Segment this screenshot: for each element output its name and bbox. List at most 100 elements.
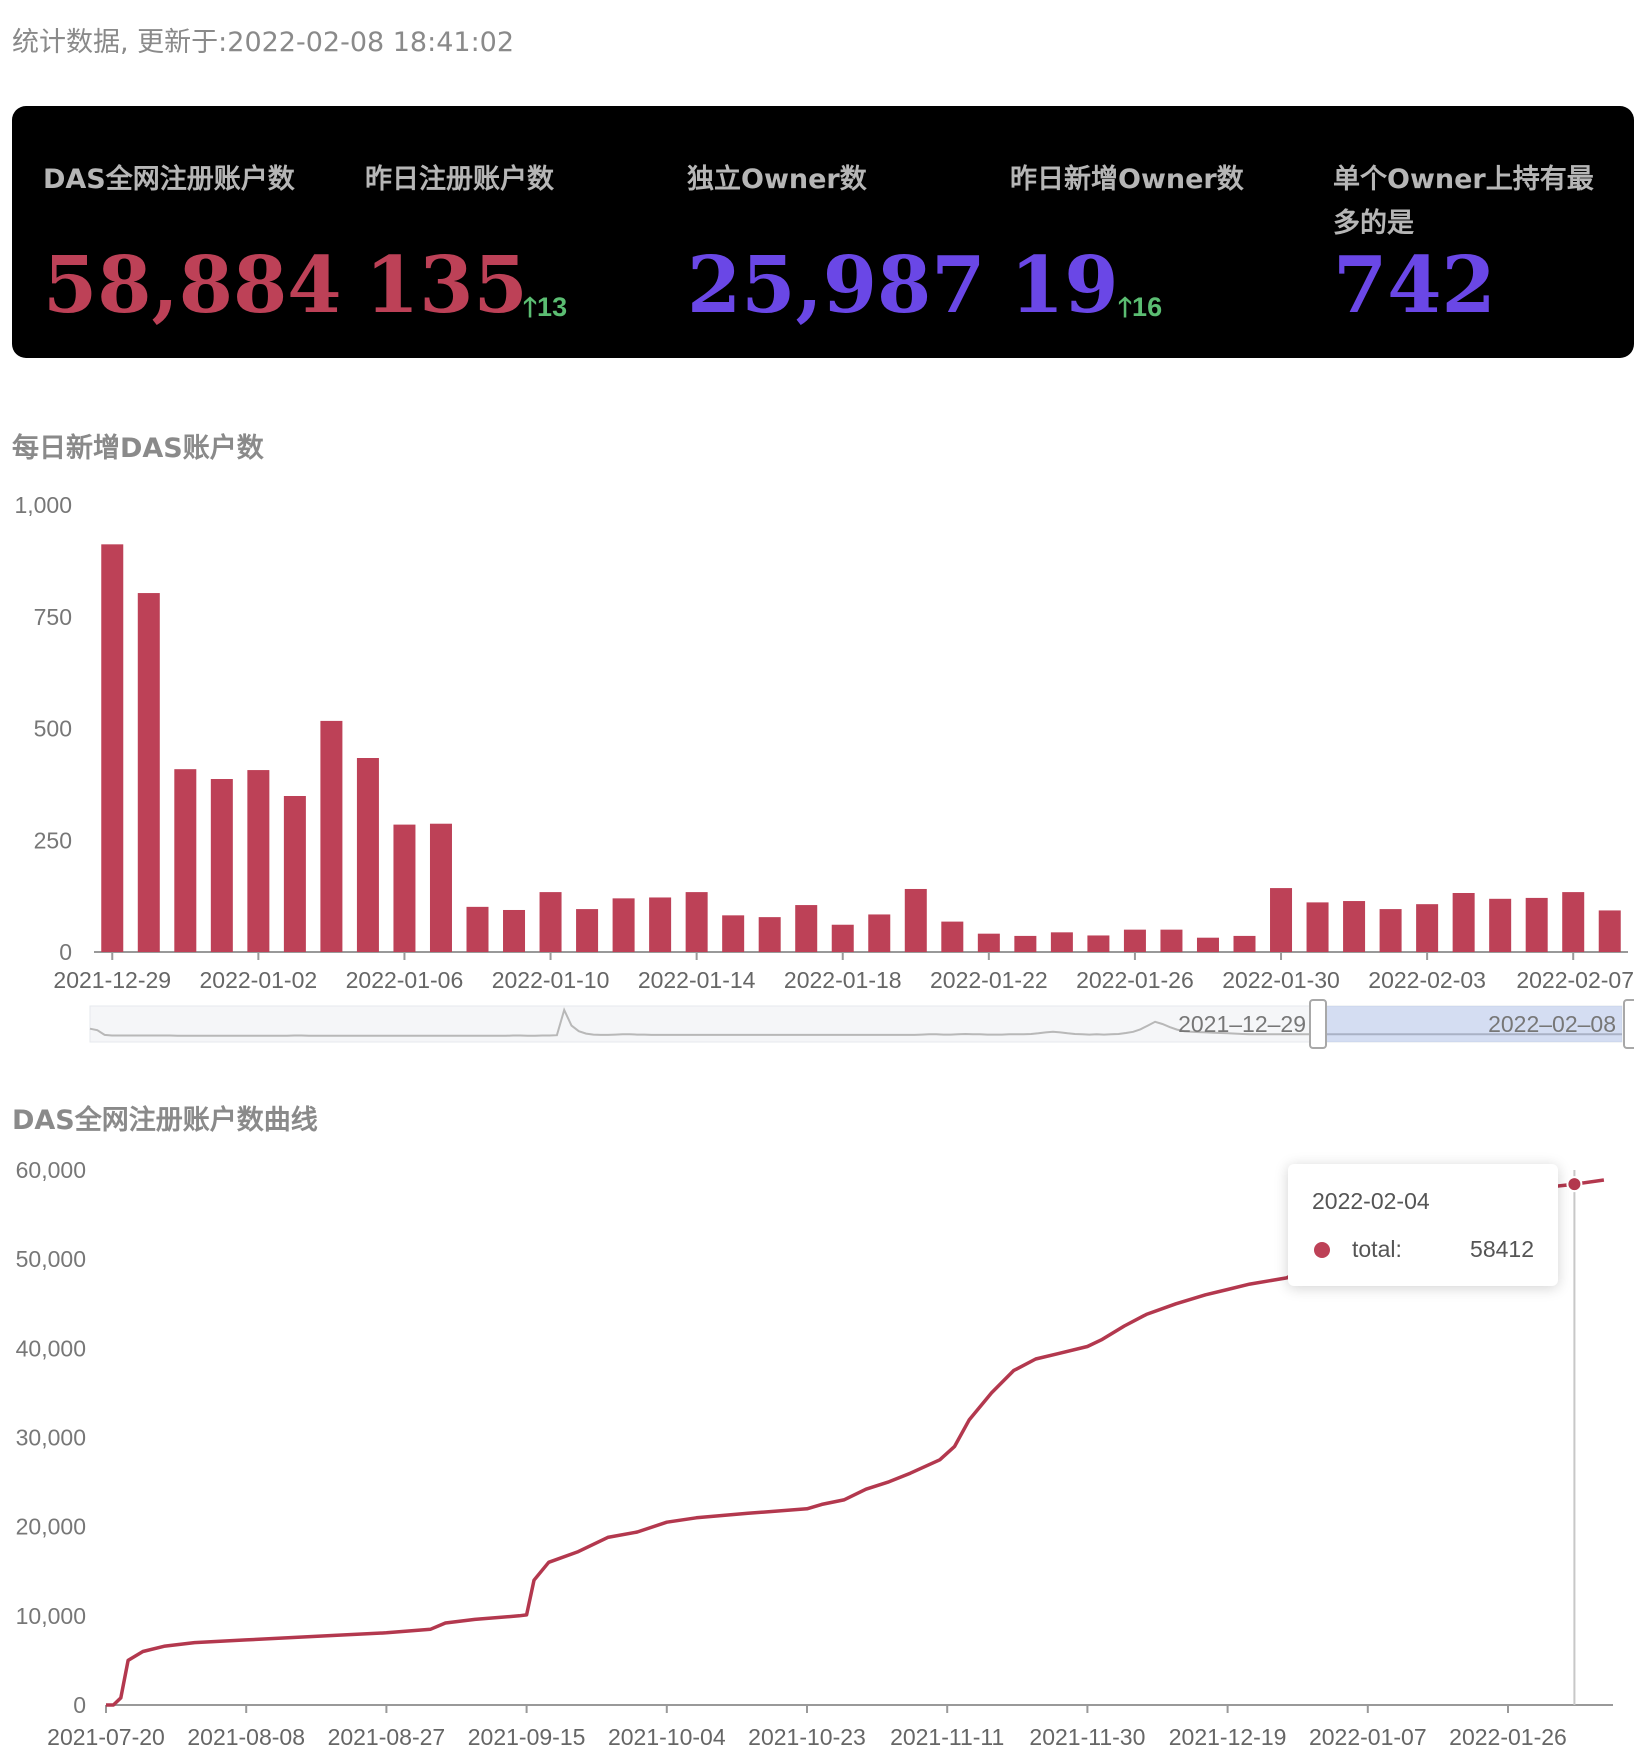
y-tick-label: 10,000 (16, 1603, 86, 1629)
stats-panel: DAS全网注册账户数 58,884 昨日注册账户数 135 🡑13 独立Owne… (12, 106, 1634, 358)
bar (247, 770, 270, 952)
y-tick-label: 60,000 (16, 1157, 86, 1183)
delta-value: 16 (1132, 292, 1163, 322)
bar (685, 892, 708, 952)
x-tick-label: 2021-08-27 (328, 1724, 446, 1750)
delta-value: 13 (537, 292, 568, 322)
bar (356, 758, 379, 952)
y-tick-label: 30,000 (16, 1425, 86, 1451)
arrow-up-icon: 🡑 (1118, 292, 1133, 322)
x-tick-label: 2021-12-19 (1169, 1724, 1287, 1750)
bar (503, 909, 526, 952)
stat-label: 昨日新增Owner数 (1010, 164, 1244, 195)
bar (941, 921, 964, 952)
stat-value: 58,884 (43, 240, 342, 331)
stat-value: 135 (365, 240, 528, 331)
x-tick-label: 2022-01-26 (1076, 967, 1194, 993)
bar (722, 915, 745, 952)
bar (1233, 935, 1256, 952)
bar (977, 933, 1000, 952)
x-tick-label: 2021-10-23 (748, 1724, 866, 1750)
bar (831, 924, 854, 952)
stat-label: DAS全网注册账户数 (43, 164, 295, 195)
stat-delta: 🡑13 (523, 288, 567, 334)
x-tick-label: 2021-11-30 (1029, 1724, 1145, 1750)
arrow-up-icon: 🡑 (523, 292, 538, 322)
x-tick-label: 2021-07-20 (47, 1724, 165, 1750)
y-tick-label: 1,000 (14, 492, 72, 518)
bar (1014, 935, 1037, 952)
bar (137, 593, 160, 952)
bar (1416, 904, 1439, 952)
x-tick-label: 2022-01-26 (1449, 1724, 1567, 1750)
stat-label: 昨日注册账户数 (365, 164, 554, 195)
bar (576, 909, 599, 952)
bar (612, 898, 635, 952)
x-tick-label: 2021-11-11 (890, 1724, 1004, 1750)
bar (1160, 929, 1183, 952)
x-tick-label: 2022-01-10 (492, 967, 610, 993)
series-marker-icon (1314, 1242, 1330, 1258)
x-tick-label: 2022-02-03 (1368, 967, 1486, 993)
y-tick-label: 250 (34, 827, 72, 853)
bar (795, 905, 818, 952)
stat-label: 独立Owner数 (687, 164, 867, 195)
y-tick-label: 750 (34, 604, 72, 630)
bar (1270, 888, 1293, 952)
bar (758, 917, 781, 952)
bar (174, 769, 197, 952)
bar (1489, 898, 1512, 952)
y-tick-label: 500 (34, 716, 72, 742)
daily-new-accounts-chart: 0 250 500 750 1,000 2021-12-29 2022-01-02 2022-… (14, 492, 1634, 1049)
series-line-total (106, 1178, 1605, 1707)
tooltip-date: 2022-02-04 (1312, 1188, 1430, 1214)
bar (1306, 902, 1329, 952)
y-tick-label: 50,000 (16, 1246, 86, 1272)
stat-value: 25,987 (687, 240, 986, 331)
line-chart-title: DAS全网注册账户数曲线 (12, 1105, 318, 1136)
bar (1379, 909, 1402, 952)
total-accounts-line-chart: 0 10,000 20,000 30,000 40,000 50,000 60,000 202… (16, 1157, 1613, 1750)
bar (101, 544, 124, 952)
zoom-selected-range (1320, 1006, 1622, 1042)
bar (320, 720, 343, 952)
x-tick-label: 2021-12-29 (53, 967, 171, 993)
zoom-handle-end (1623, 999, 1634, 1049)
bar (1123, 929, 1146, 952)
bar (393, 824, 416, 952)
x-tick-label: 2022-01-07 (1309, 1724, 1427, 1750)
y-tick-label: 20,000 (16, 1514, 86, 1540)
x-tick-label: 2021-09-15 (468, 1724, 586, 1750)
bar (210, 779, 233, 952)
stat-label: 单个Owner上持有最多的是 (1333, 164, 1594, 239)
zoom-overview-line (89, 1007, 1622, 1037)
bar (1050, 932, 1073, 952)
bar (283, 795, 306, 952)
zoom-start-label: 2021–12–29 (1178, 1011, 1306, 1037)
x-tick-label: 2022-01-02 (200, 967, 318, 993)
bar (1087, 935, 1110, 952)
zoom-handle-start (1309, 999, 1327, 1049)
y-tick-label: 40,000 (16, 1335, 86, 1361)
bar (649, 897, 672, 952)
x-tick-label: 2022-01-30 (1222, 967, 1340, 993)
zoom-end-label: 2022–02–08 (1488, 1011, 1616, 1037)
bar (1343, 901, 1366, 952)
y-tick-label: 0 (59, 939, 72, 965)
x-tick-label: 2022-01-06 (346, 967, 464, 993)
x-tick-label: 2022-02-07 (1516, 967, 1634, 993)
x-tick-label: 2021-10-04 (608, 1724, 726, 1750)
bar (1196, 937, 1219, 952)
chart-tooltip: 2022-02-04 total: 58412 (1288, 1164, 1558, 1286)
bar (904, 888, 927, 952)
y-tick-label: 0 (73, 1692, 86, 1718)
x-tick-label: 2022-01-22 (930, 967, 1048, 993)
bar (539, 892, 562, 952)
stat-value: 742 (1333, 240, 1496, 331)
bar-chart-title: 每日新增DAS账户数 (12, 433, 264, 464)
tooltip-value: 58412 (1470, 1236, 1534, 1262)
stat-value: 19 (1010, 240, 1119, 331)
update-timestamp: 统计数据, 更新于:2022-02-08 18:41:02 (12, 27, 515, 58)
bar (868, 914, 891, 952)
bar (1598, 910, 1621, 952)
